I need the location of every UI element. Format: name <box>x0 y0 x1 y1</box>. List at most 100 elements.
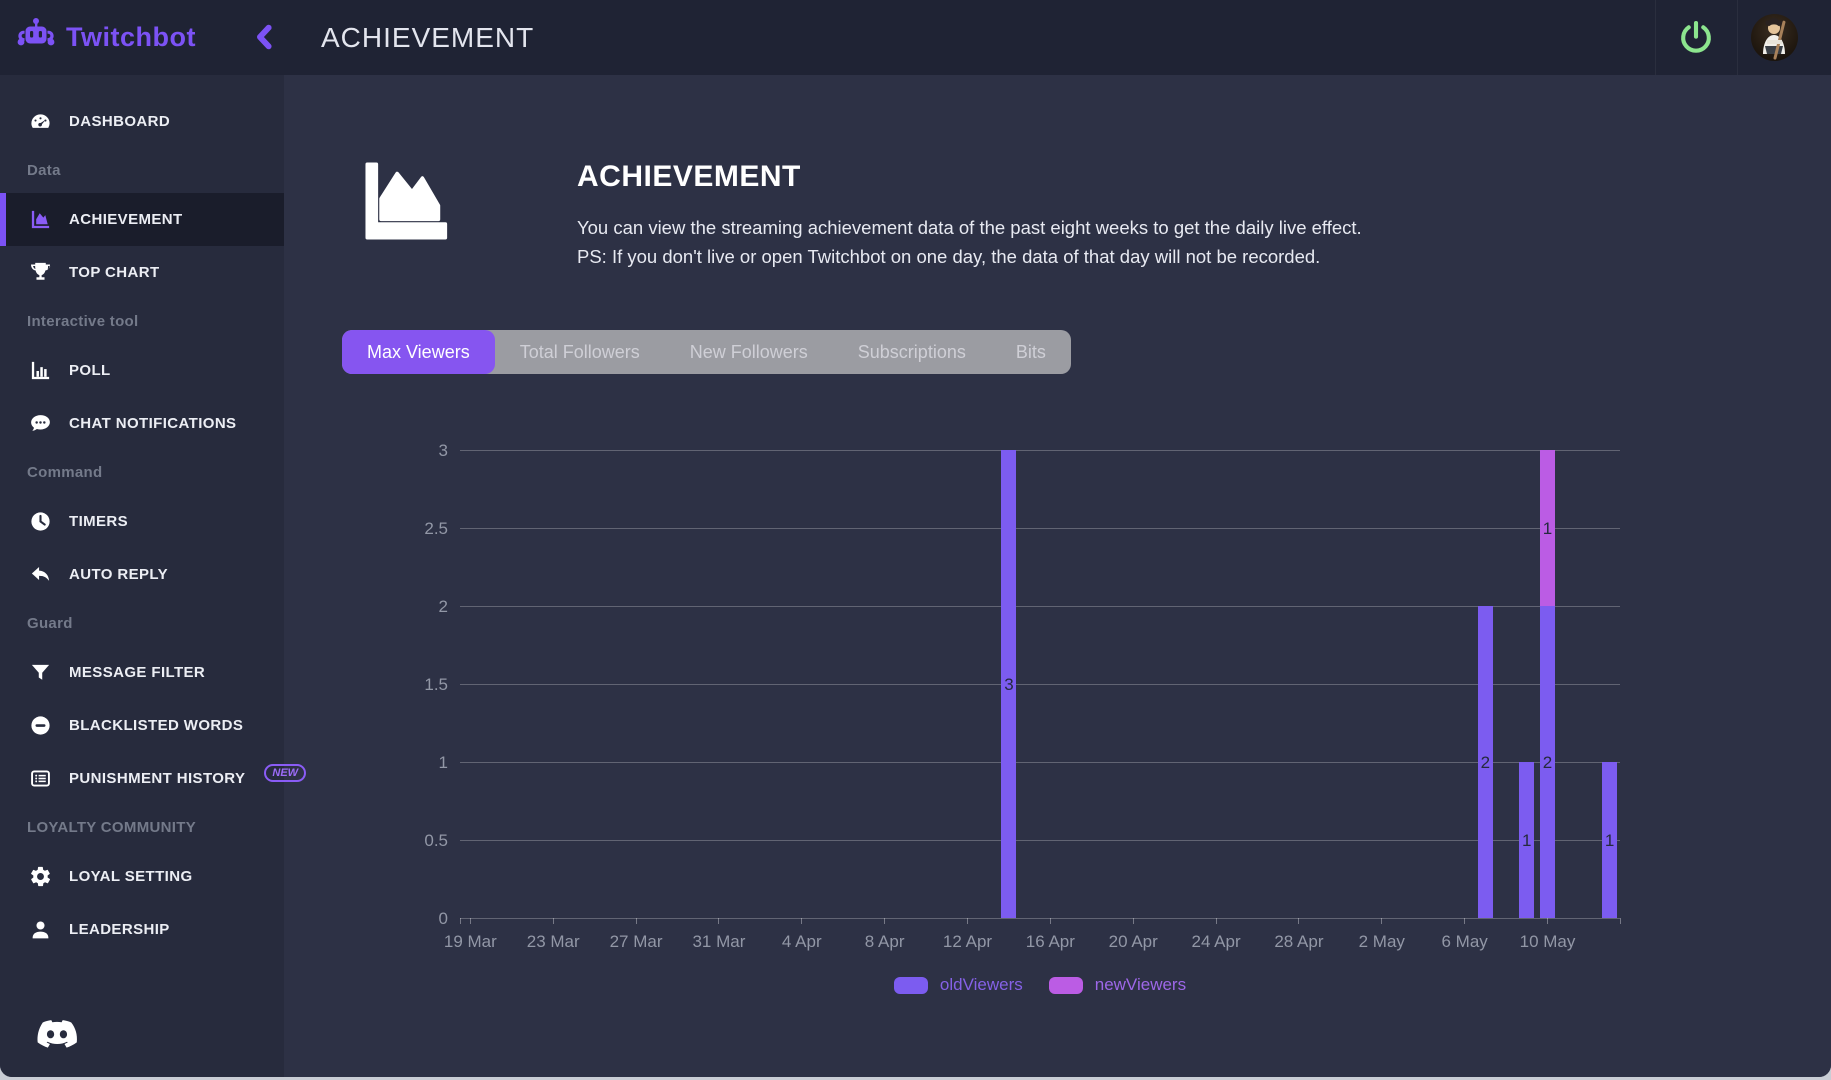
bar-segment-oldViewers[interactable]: 1 <box>1519 762 1535 918</box>
legend-label: oldViewers <box>939 975 1023 994</box>
page-description-line1: You can view the streaming achievement d… <box>577 217 1362 238</box>
sidebar-section-header: Guard <box>27 615 73 632</box>
y-axis-tick-label: 1.5 <box>424 675 448 694</box>
gridline <box>460 527 1620 529</box>
sidebar-section-header: LOYALTY COMMUNITY <box>27 819 196 836</box>
y-axis-tick-label: 3 <box>438 441 448 460</box>
sidebar-item-timers[interactable]: TIMERS <box>0 495 284 548</box>
x-axis-tick-label: 28 Apr <box>1274 932 1324 951</box>
bar-segment-oldViewers[interactable]: 2 <box>1540 606 1555 918</box>
sidebar-item-blacklisted-words[interactable]: BLACKLISTED WORDS <box>0 699 284 752</box>
person-icon <box>28 918 52 942</box>
discord-link[interactable] <box>36 1019 78 1051</box>
gear-icon <box>28 865 52 889</box>
tab-total-followers[interactable]: Total Followers <box>495 330 665 374</box>
x-axis-tick-mark <box>459 918 461 924</box>
tab-new-followers[interactable]: New Followers <box>665 330 833 374</box>
poll-icon <box>28 359 52 383</box>
sidebar-item-label: PUNISHMENT HISTORY <box>69 770 246 787</box>
sidebar-item-top-chart[interactable]: TOP CHART <box>0 246 284 299</box>
bar-value-label: 1 <box>1604 831 1615 850</box>
sidebar-item-dashboard[interactable]: DASHBOARD <box>0 95 284 148</box>
sidebar-item-leadership[interactable]: LEADERSHIP <box>0 903 284 956</box>
x-axis-tick-label: 2 May <box>1358 932 1405 951</box>
y-axis-tick-label: 0.5 <box>424 831 448 850</box>
bar-segment-oldViewers[interactable]: 3 <box>1001 450 1017 918</box>
bar-value-label: 2 <box>1480 753 1491 772</box>
x-axis-tick-mark <box>1215 918 1217 924</box>
topbar: Twitchbot ACHIEVEMENT <box>0 0 1831 75</box>
bar-segment-oldViewers[interactable]: 2 <box>1477 606 1493 918</box>
chart-plot-area: 0 0.5 1 1.5 2 2.5 3 19 Mar 23 Mar 27 Mar 31 Mar 4 A… <box>424 441 1621 951</box>
sidebar-collapse-button[interactable] <box>246 20 282 56</box>
y-axis-tick-label: 2.5 <box>424 519 448 538</box>
sidebar-nav: DASHBOARD Data ACHIEVEMENT TOP CHART Interac… <box>0 75 307 956</box>
sidebar-item-label: ACHIEVEMENT <box>69 211 183 228</box>
user-avatar[interactable] <box>1751 14 1798 61</box>
page-description-line2: PS: If you don't live or open Twitchbot … <box>577 246 1321 267</box>
sidebar-section-header: Data <box>27 162 61 179</box>
brand-logo[interactable]: Twitchbot <box>16 0 196 75</box>
robot-logo-icon <box>16 17 56 58</box>
x-axis-tick-mark <box>1547 918 1548 924</box>
bar-segment-oldViewers[interactable]: 1 <box>1602 762 1618 918</box>
bar-segment-newViewers[interactable]: 1 <box>1540 450 1555 606</box>
x-axis-tick-mark <box>967 918 968 924</box>
x-axis-tick-mark <box>1132 918 1134 924</box>
x-axis-tick-mark <box>1464 918 1466 924</box>
area-chart-icon <box>28 208 52 232</box>
sidebar-item-achievement[interactable]: ACHIEVEMENT <box>0 193 284 246</box>
tab-bits[interactable]: Bits <box>991 330 1071 374</box>
x-axis-tick-mark <box>884 918 886 924</box>
x-axis-tick-label: 31 Mar <box>692 932 746 951</box>
new-badge: NEW <box>264 763 307 782</box>
sidebar-item-message-filter[interactable]: MESSAGE FILTER <box>0 646 284 699</box>
tabs-bar: Max Viewers Total Followers New Followers S… <box>342 330 1071 374</box>
x-axis-tick-mark <box>1049 918 1051 924</box>
tab-max-viewers[interactable]: Max Viewers <box>342 330 495 374</box>
sidebar-item-chat-notifications[interactable]: CHAT NOTIFICATIONS <box>0 397 284 450</box>
sidebar-item-label: LOYAL SETTING <box>69 868 193 885</box>
x-axis-tick-label: 16 Apr <box>1025 932 1075 951</box>
gridline <box>460 761 1620 763</box>
x-axis-tick-mark <box>1381 918 1383 924</box>
minus-circle-icon <box>28 714 52 738</box>
x-axis-tick-label: 19 Mar <box>443 932 497 951</box>
x-axis-tick-label: 4 Apr <box>781 932 822 951</box>
y-axis-tick-label: 2 <box>438 597 448 616</box>
page-title: ACHIEVEMENT <box>577 160 801 193</box>
sidebar-item-label: LEADERSHIP <box>69 921 170 938</box>
chat-icon <box>28 412 52 436</box>
topbar-divider <box>1655 0 1656 75</box>
chevron-left-icon <box>250 21 278 56</box>
x-axis-tick-mark <box>469 918 471 924</box>
brand-name: Twitchbot <box>66 22 196 52</box>
area-chart-page-icon <box>358 150 450 257</box>
x-axis-tick-label: 24 Apr <box>1191 932 1241 951</box>
x-axis-tick-label: 8 Apr <box>864 932 905 951</box>
x-axis-tick-mark <box>552 918 554 924</box>
legend-item-newViewers[interactable]: newViewers <box>1048 975 1186 995</box>
legend-item-oldViewers[interactable]: oldViewers <box>893 975 1023 995</box>
tab-subscriptions[interactable]: Subscriptions <box>833 330 991 374</box>
sidebar-item-label: MESSAGE FILTER <box>69 664 206 681</box>
sidebar-item-label: TIMERS <box>69 513 129 530</box>
sidebar-item-poll[interactable]: POLL <box>0 344 284 397</box>
sidebar-item-auto-reply[interactable]: AUTO REPLY <box>0 548 284 601</box>
x-axis-tick-label: 12 Apr <box>942 932 993 951</box>
sidebar-item-punishment-history[interactable]: PUNISHMENT HISTORY NEW <box>0 752 307 805</box>
bar-value-label: 2 <box>1542 753 1553 772</box>
sidebar-section-header: Command <box>27 464 103 481</box>
gridline <box>460 839 1620 841</box>
page-header-title: ACHIEVEMENT <box>321 22 535 53</box>
x-axis-tick-label: 27 Mar <box>609 932 663 951</box>
sidebar-item-loyal-setting[interactable]: LOYAL SETTING <box>0 850 284 903</box>
legend-swatch <box>893 976 928 994</box>
topbar-divider <box>1737 0 1738 75</box>
power-button[interactable] <box>1677 18 1715 56</box>
sidebar-item-label: POLL <box>69 362 111 379</box>
sidebar-item-label: AUTO REPLY <box>69 566 169 583</box>
x-axis-tick-label: 20 Apr <box>1108 932 1158 951</box>
x-axis-tick-mark <box>1619 918 1621 924</box>
